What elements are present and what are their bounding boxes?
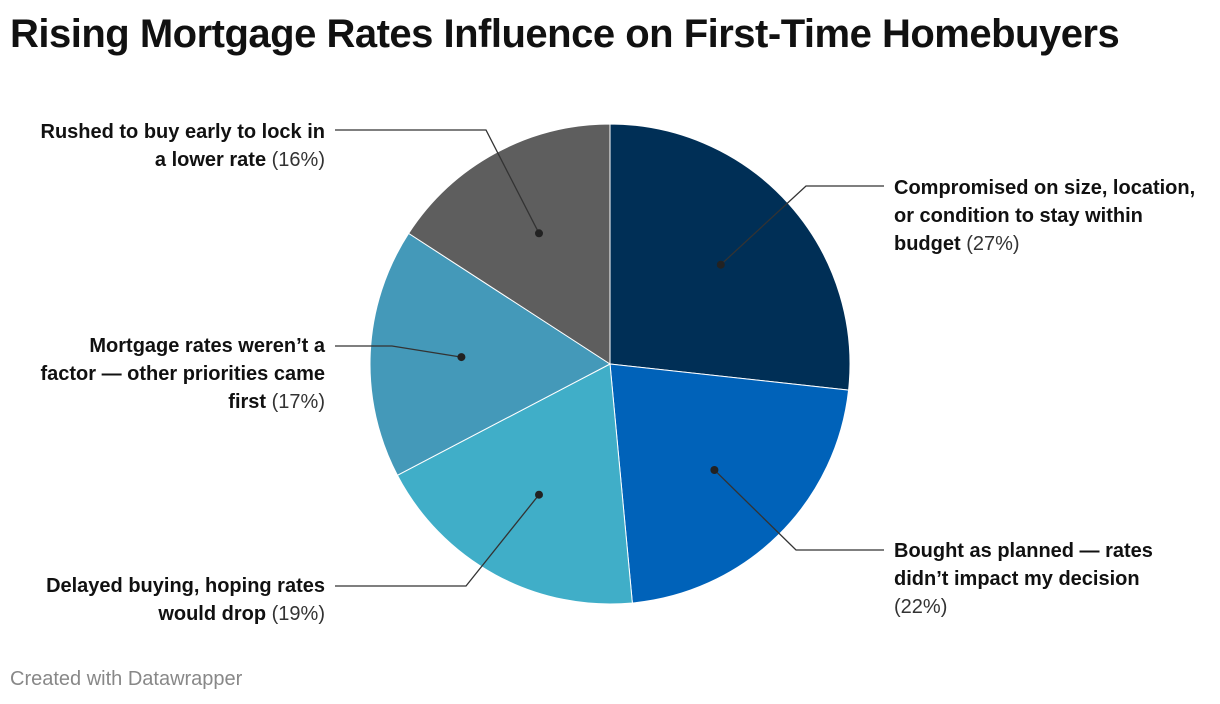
- leader-dot: [716, 260, 725, 269]
- leader-line: [335, 494, 540, 587]
- slice-label-percent: (17%): [271, 391, 325, 413]
- slice-label-name: Mortgage rates weren’t a factor — other …: [40, 335, 325, 413]
- leader-dot: [457, 353, 466, 362]
- leader-line: [720, 185, 884, 266]
- slice-label-rushed-to-buy: Rushed to buy early to lock in a lower r…: [30, 118, 326, 174]
- leader-line: [335, 129, 540, 234]
- leader-dot: [710, 466, 719, 474]
- slice-delayed-buying: [396, 363, 633, 605]
- slice-label-name: Delayed buying, hoping rates would drop: [46, 575, 325, 625]
- slice-label-not-a-factor: Mortgage rates weren’t a factor — other …: [40, 332, 325, 416]
- slice-label-percent: (16%): [271, 149, 325, 171]
- slice-label-delayed-buying: Delayed buying, hoping rates would drop …: [5, 572, 325, 628]
- slice-label-compromised: Compromised on size, location, or condit…: [894, 174, 1214, 258]
- slice-label-percent: (19%): [271, 603, 325, 625]
- slice-label-percent: (22%): [894, 596, 948, 618]
- leader-line: [713, 469, 884, 551]
- slice-label-name: Compromised on size, location, or condit…: [894, 177, 1196, 255]
- leader-dot: [535, 229, 543, 238]
- slice-label-name: Rushed to buy early to lock in a lower r…: [40, 121, 326, 171]
- slice-label-bought-as-planned: Bought as planned — rates didn’t impact …: [894, 537, 1184, 621]
- chart-title: Rising Mortgage Rates Influence on First…: [10, 12, 1120, 56]
- leader-dot: [535, 490, 543, 499]
- slice-label-name: Bought as planned — rates didn’t impact …: [894, 540, 1153, 590]
- slice-not-a-factor: [369, 232, 611, 476]
- credit-footer: Created with Datawrapper: [10, 668, 243, 690]
- slice-rushed-to-buy: [407, 123, 611, 365]
- slice-bought-as-planned: [609, 363, 850, 604]
- slice-label-percent: (27%): [966, 233, 1020, 255]
- leader-line: [335, 345, 462, 358]
